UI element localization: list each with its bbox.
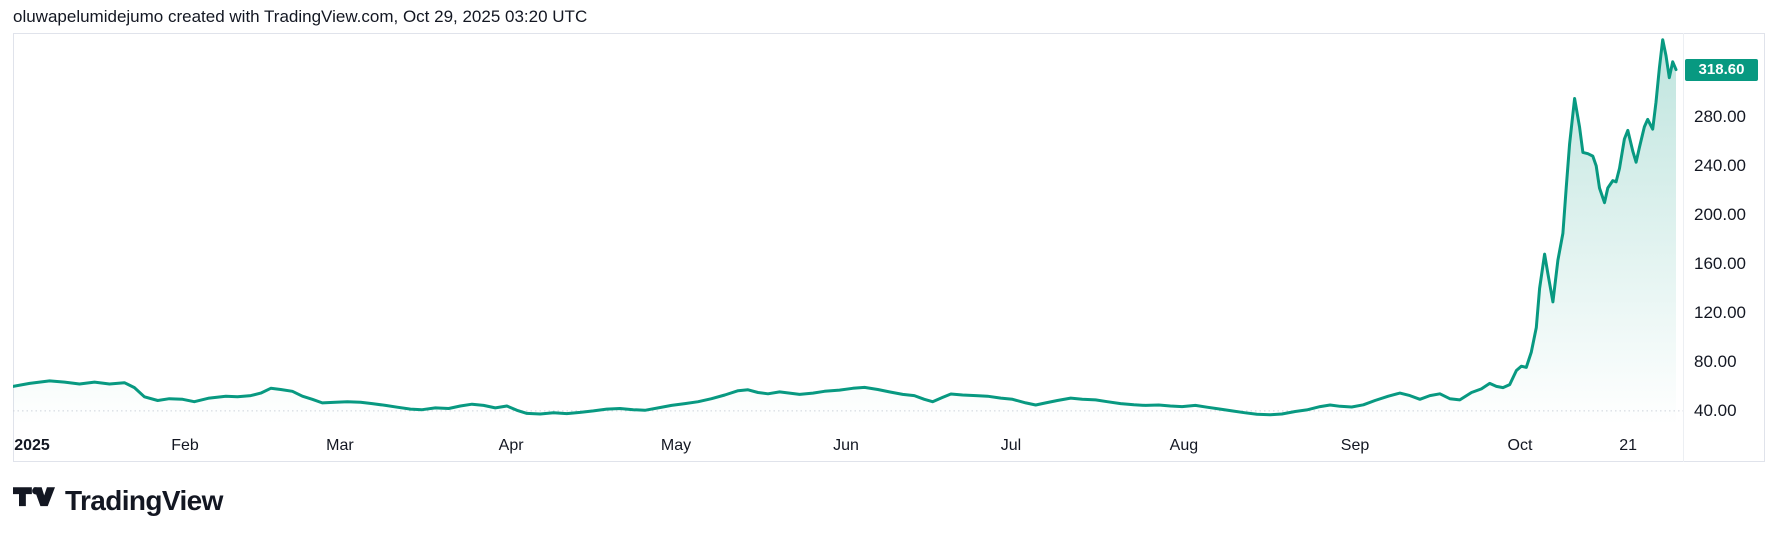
last-price-badge: 318.60 <box>1685 58 1758 81</box>
time-axis-label: Aug <box>1169 437 1199 454</box>
price-axis-label: 160.00 <box>1694 253 1746 273</box>
price-axis-label: 40.00 <box>1694 400 1737 420</box>
time-axis-label: Oct <box>1507 437 1533 454</box>
tradingview-logo-text: TradingView <box>65 485 223 516</box>
time-axis-label: Feb <box>171 437 199 454</box>
time-axis-label: Sep <box>1340 437 1370 454</box>
time-axis-label: Mar <box>326 437 354 454</box>
price-line <box>13 38 1678 417</box>
tradingview-logo[interactable]: TradingView <box>13 486 223 516</box>
time-axis-label: Jul <box>1000 437 1022 454</box>
last-price-value: 318.60 <box>1698 61 1745 79</box>
time-axis-label: 2025 <box>14 437 50 454</box>
time-axis-label: 21 <box>1619 437 1637 454</box>
price-axis-label: 240.00 <box>1694 155 1746 175</box>
price-axis-label: 280.00 <box>1694 106 1746 126</box>
area-fill <box>13 39 1676 425</box>
price-axis-separator <box>1683 33 1684 462</box>
price-chart-svg <box>13 38 1683 425</box>
time-axis-label: Jun <box>833 437 859 454</box>
time-axis-label: Apr <box>498 437 524 454</box>
time-axis-label: May <box>660 437 692 454</box>
price-axis-label: 200.00 <box>1694 204 1746 224</box>
attribution-text: oluwapelumidejumo created with TradingVi… <box>13 7 588 26</box>
price-axis-label: 120.00 <box>1694 302 1746 322</box>
price-axis-label: 80.00 <box>1694 351 1737 371</box>
tradingview-logo-icon <box>13 487 55 507</box>
